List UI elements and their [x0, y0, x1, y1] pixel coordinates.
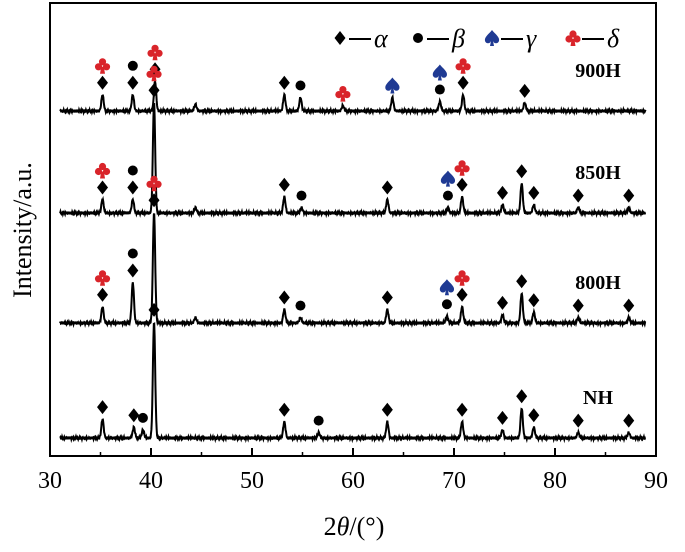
marker-alpha	[278, 290, 290, 305]
marker-alpha	[381, 402, 393, 417]
marker-alpha	[97, 400, 109, 415]
series-line-900H	[59, 78, 647, 117]
marker-alpha	[127, 75, 139, 90]
marker-alpha	[148, 302, 160, 317]
x-tick-label: 70	[442, 468, 466, 494]
marker-beta	[127, 248, 138, 259]
marker-alpha	[528, 408, 540, 423]
x-axis-title-unit: /(°)	[349, 512, 384, 541]
marker-alpha	[516, 274, 528, 289]
marker-alpha	[457, 75, 469, 90]
marker-alpha	[381, 180, 393, 195]
marker-alpha	[97, 75, 109, 90]
x-tick-label: 80	[543, 468, 567, 494]
marker-delta	[455, 58, 471, 74]
x-axis-title-theta: θ	[337, 512, 350, 541]
x-tick-label: 60	[341, 468, 365, 494]
x-ticks: 30 40 50 60 70 80 90	[38, 448, 668, 494]
marker-alpha	[97, 287, 109, 302]
marker-alpha	[623, 413, 635, 428]
legend: α β γ δ	[334, 24, 620, 53]
marker-delta	[335, 86, 351, 102]
marker-alpha	[528, 185, 540, 200]
curve-label: 850H	[575, 162, 621, 184]
marker-gamma	[432, 64, 447, 81]
legend-label: γ	[526, 24, 537, 53]
marker-alpha	[516, 164, 528, 179]
marker-beta	[127, 60, 138, 71]
marker-alpha	[278, 75, 290, 90]
marker-beta	[442, 190, 453, 201]
marker-alpha	[381, 290, 393, 305]
legend-label: δ	[607, 24, 620, 53]
marker-delta	[454, 270, 470, 286]
marker-alpha	[623, 298, 635, 313]
marker-alpha	[127, 263, 139, 278]
marker-alpha	[278, 402, 290, 417]
marker-alpha	[572, 413, 584, 428]
marker-alpha	[278, 177, 290, 192]
marker-beta	[295, 80, 306, 91]
marker-alpha	[97, 180, 109, 195]
marker-gamma	[440, 170, 456, 187]
marker-alpha	[496, 185, 508, 200]
series-line-NH	[59, 322, 647, 444]
legend-label: β	[451, 24, 465, 53]
y-axis-title: Intensity/a.u.	[8, 162, 37, 298]
phase-markers	[94, 44, 635, 428]
marker-alpha	[148, 83, 160, 98]
marker-beta	[296, 190, 307, 201]
marker-alpha	[128, 408, 140, 423]
marker-delta	[454, 160, 470, 176]
marker-beta	[137, 412, 148, 423]
marker-alpha	[496, 410, 508, 425]
x-axis-title: 2θ/(°)	[324, 512, 385, 541]
legend-item-beta: β	[413, 24, 465, 53]
marker-delta	[94, 162, 111, 179]
marker-delta	[147, 44, 163, 61]
marker-beta	[127, 165, 138, 176]
curve-label: 900H	[575, 60, 621, 82]
curve-labels: 900H 850H 800H NH	[575, 60, 621, 409]
x-tick-label: 40	[139, 468, 163, 494]
marker-delta	[146, 65, 162, 82]
marker-alpha	[456, 287, 468, 302]
marker-alpha	[519, 83, 531, 98]
marker-alpha	[148, 193, 160, 208]
legend-label: α	[374, 24, 389, 53]
curve-label: 800H	[575, 272, 621, 294]
marker-beta	[434, 84, 445, 95]
marker-alpha	[456, 402, 468, 417]
x-tick-label: 30	[38, 468, 62, 494]
series-line-800H	[59, 213, 647, 329]
marker-gamma	[385, 77, 400, 94]
x-axis-title-prefix: 2	[324, 512, 337, 541]
legend-item-delta: δ	[565, 24, 620, 53]
curves	[59, 78, 647, 444]
marker-alpha	[572, 298, 584, 313]
x-tick-label: 90	[644, 468, 668, 494]
marker-alpha	[496, 295, 508, 310]
legend-item-gamma: γ	[484, 24, 537, 53]
marker-beta	[295, 300, 306, 311]
marker-alpha	[528, 293, 540, 308]
marker-gamma	[439, 279, 455, 296]
marker-delta	[94, 270, 111, 286]
marker-delta	[94, 58, 111, 74]
marker-alpha	[623, 188, 635, 203]
x-tick-label: 50	[240, 468, 264, 494]
curve-label: NH	[583, 387, 613, 409]
marker-beta	[313, 415, 324, 426]
series-line-850H	[59, 102, 647, 219]
marker-alpha	[127, 180, 139, 195]
legend-item-alpha: α	[334, 24, 389, 53]
marker-alpha	[516, 389, 528, 404]
marker-alpha	[456, 177, 468, 192]
marker-alpha	[572, 188, 584, 203]
marker-delta	[146, 175, 162, 192]
marker-beta	[441, 299, 452, 310]
plot-frame	[49, 2, 657, 457]
